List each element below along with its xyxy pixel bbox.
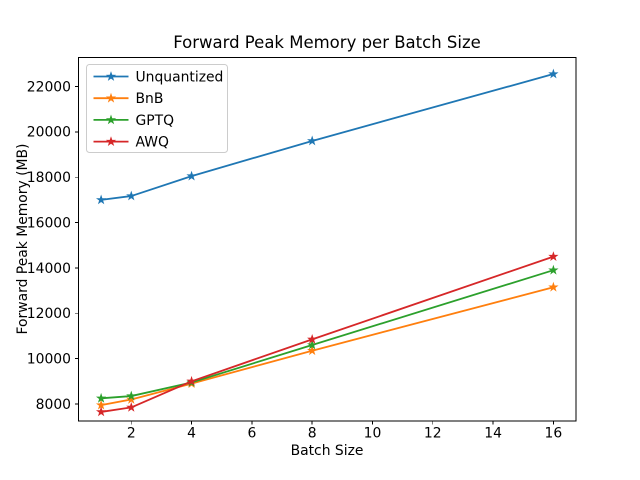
data-point-marker-awq — [307, 333, 318, 344]
x-tick-label: 12 — [424, 426, 442, 442]
y-tick-label: 12000 — [27, 306, 71, 322]
data-point-marker-unquantized — [95, 194, 107, 205]
y-tick-label: 22000 — [27, 79, 71, 95]
legend-handle-marker — [105, 71, 117, 81]
x-tick-label: 16 — [545, 426, 563, 442]
y-tick-label: 14000 — [27, 261, 71, 277]
x-tick-label: 4 — [187, 426, 196, 442]
data-point-marker-bnb — [126, 394, 137, 404]
x-tick-label: 6 — [247, 426, 256, 442]
x-tick-label: 10 — [364, 426, 382, 442]
data-point-marker-gptq — [126, 390, 137, 401]
data-point-marker-gptq — [95, 392, 107, 403]
data-point-marker-awq — [126, 401, 137, 412]
y-tick-label: 8000 — [36, 397, 71, 413]
data-point-marker-unquantized — [307, 135, 318, 146]
x-tick-label: 14 — [484, 426, 502, 442]
x-axis-label: Batch Size — [290, 443, 364, 459]
legend-label-bnb: BnB — [136, 91, 164, 107]
legend-box — [86, 64, 228, 153]
y-tick-label: 10000 — [27, 352, 71, 368]
chart-title: Forward Peak Memory per Batch Size — [173, 33, 481, 52]
legend-label-unquantized: Unquantized — [136, 69, 224, 85]
data-point-marker-gptq — [307, 339, 318, 350]
data-point-marker-awq — [186, 375, 197, 386]
data-point-marker-unquantized — [186, 170, 197, 181]
legend-handle-marker — [105, 92, 117, 103]
y-axis-label: Forward Peak Memory (MB) — [15, 143, 31, 335]
data-point-marker-bnb — [95, 399, 107, 410]
data-point-marker-awq — [95, 406, 107, 417]
legend-label-awq: AWQ — [136, 134, 169, 150]
data-point-marker-gptq — [548, 264, 559, 275]
data-point-marker-bnb — [307, 345, 318, 356]
x-tick-label: 8 — [308, 426, 317, 442]
data-point-marker-bnb — [548, 281, 559, 292]
data-point-marker-awq — [548, 251, 559, 261]
y-tick-label: 18000 — [27, 170, 71, 186]
legend-handle-marker — [105, 136, 117, 146]
legend-label-gptq: GPTQ — [136, 113, 175, 129]
y-tick-label: 20000 — [27, 125, 71, 141]
x-tick-label: 2 — [127, 426, 136, 442]
data-point-marker-unquantized — [548, 68, 559, 79]
data-point-marker-unquantized — [126, 190, 137, 201]
legend-handle-marker — [105, 114, 117, 125]
y-tick-label: 16000 — [27, 215, 71, 231]
